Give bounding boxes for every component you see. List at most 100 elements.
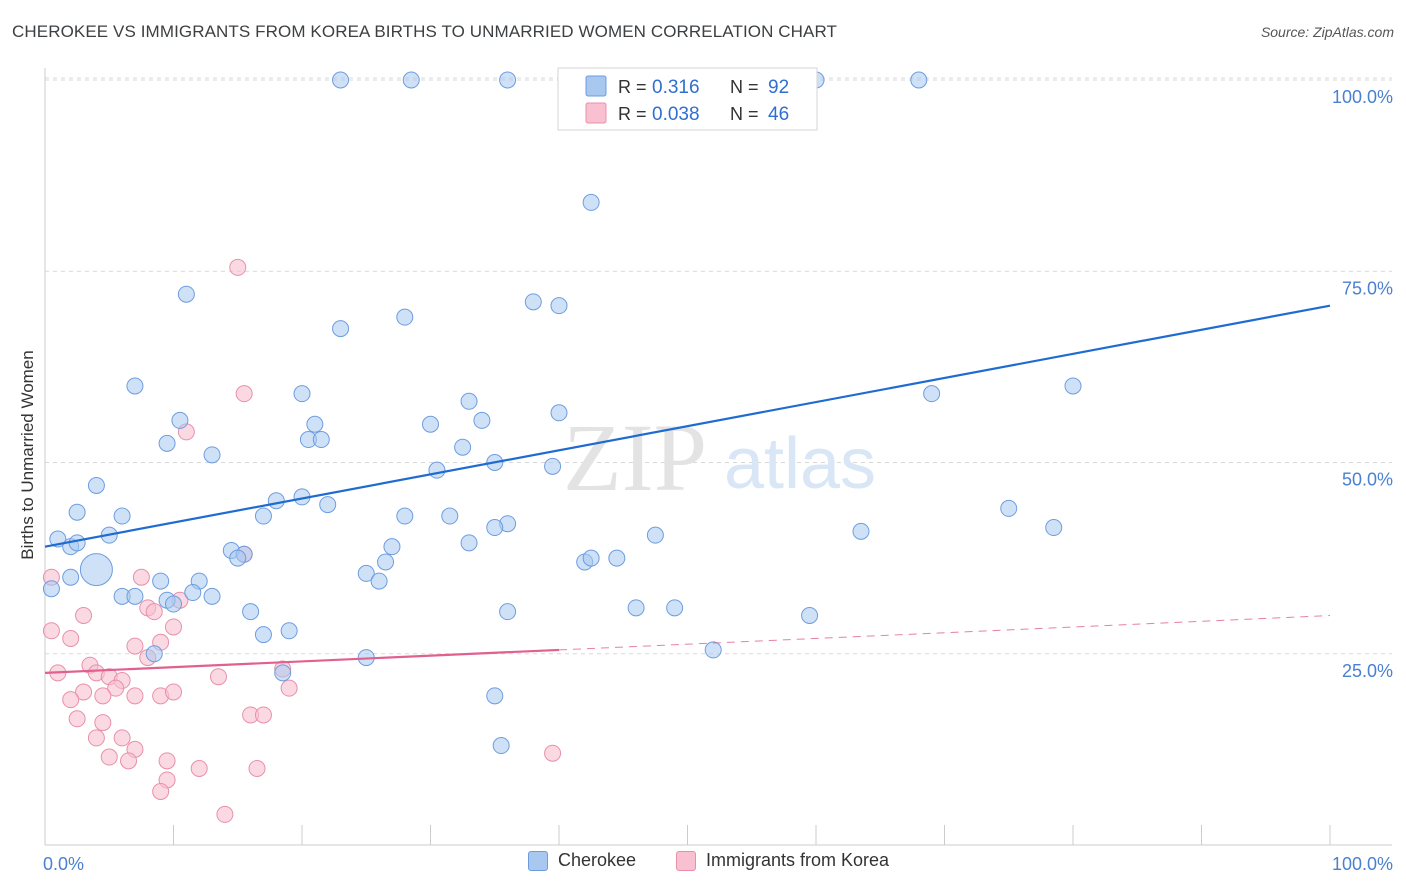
cherokee-point	[332, 320, 350, 338]
cherokee-point	[422, 415, 439, 433]
korea-point	[126, 687, 144, 705]
korea-point	[120, 752, 138, 770]
cherokee-point	[441, 507, 459, 525]
korea-point	[229, 258, 247, 276]
legend-bottom: Cherokee Immigrants from Korea	[0, 850, 1406, 880]
y-tick-label: 50.0%	[1342, 470, 1393, 490]
cherokee-point	[177, 285, 195, 303]
korea-point	[94, 687, 112, 705]
korea-point	[62, 629, 80, 647]
cherokee-point	[126, 377, 144, 395]
legend-korea-swatch	[585, 102, 607, 124]
korea-point	[280, 679, 298, 697]
cherokee-points	[42, 71, 1082, 755]
korea-point	[544, 744, 562, 762]
korea-point	[165, 618, 182, 636]
cherokee-point	[293, 385, 311, 403]
cherokee-point	[87, 476, 105, 494]
korea-trend-dashed	[558, 615, 1331, 651]
cherokee-point	[280, 622, 298, 640]
cherokee-point	[62, 568, 80, 586]
legend-cherokee-swatch	[585, 75, 607, 97]
cherokee-point	[582, 193, 600, 211]
korea-point	[254, 706, 272, 724]
cherokee-point	[852, 522, 870, 540]
legend-korea-r-label: R =	[618, 104, 647, 124]
cherokee-point	[383, 538, 401, 556]
cherokee-point	[550, 404, 568, 422]
cherokee-point	[473, 411, 491, 429]
cherokee-point	[1064, 377, 1082, 395]
trend-layer	[44, 304, 1331, 674]
cherokee-point	[608, 549, 626, 567]
korea-point	[113, 729, 131, 747]
cherokee-point	[242, 603, 260, 621]
korea-point	[216, 805, 234, 823]
cherokee-point	[646, 526, 664, 544]
cherokee-point	[184, 584, 202, 602]
cherokee-point	[486, 519, 504, 537]
cherokee-point	[203, 587, 221, 605]
source-label: Source: ZipAtlas.com	[1260, 24, 1394, 40]
legend-item-korea: Immigrants from Korea	[676, 850, 889, 871]
x-tick-label: 0.0%	[43, 854, 84, 874]
cherokee-point	[544, 457, 562, 475]
cherokee-point	[158, 434, 176, 452]
y-tick-label: 25.0%	[1342, 661, 1393, 681]
watermark: ZIP atlas	[563, 404, 876, 511]
cherokee-point	[666, 599, 684, 617]
watermark-zip: ZIP	[563, 404, 707, 511]
cherokee-point	[68, 503, 86, 521]
cherokee-point	[79, 553, 113, 587]
korea-point	[126, 637, 144, 655]
cherokee-point	[42, 580, 60, 598]
cherokee-point	[377, 553, 395, 571]
cherokee-point	[428, 461, 446, 479]
cherokee-point	[165, 595, 182, 613]
korea-point	[145, 603, 163, 621]
cherokee-point	[499, 71, 517, 89]
cherokee-point	[454, 438, 472, 456]
cherokee-point	[357, 564, 375, 582]
legend-top: R = 0.316 N = 92 R = 0.038 N = 46	[557, 67, 818, 131]
cherokee-point	[113, 507, 131, 525]
legend-cherokee-r-value: 0.316	[652, 77, 700, 98]
cherokee-point	[332, 71, 350, 89]
cherokee-point	[254, 626, 272, 644]
cherokee-point	[801, 607, 819, 624]
korea-point	[62, 691, 80, 709]
cherokee-point	[274, 664, 292, 682]
x-tick-label: 100.0%	[1332, 854, 1393, 874]
cherokee-point	[254, 507, 272, 525]
cherokee-point	[1000, 499, 1018, 517]
korea-trend-line	[44, 648, 560, 674]
cherokee-point	[704, 641, 722, 659]
cherokee-point	[396, 308, 414, 326]
korea-point	[75, 683, 93, 701]
legend-swatch-korea	[676, 850, 696, 871]
cherokee-point	[312, 431, 330, 449]
y-tick-label: 75.0%	[1342, 278, 1393, 298]
korea-point	[132, 568, 150, 586]
cherokee-point	[126, 587, 144, 605]
cherokee-point	[267, 492, 285, 510]
cherokee-point	[402, 71, 420, 89]
legend-cherokee-r-label: R =	[618, 77, 647, 97]
korea-points	[42, 258, 562, 823]
korea-point	[42, 622, 60, 640]
cherokee-point	[396, 507, 414, 525]
korea-point	[75, 607, 93, 624]
cherokee-point	[627, 599, 645, 617]
korea-point	[94, 714, 112, 732]
legend-cherokee-n-label: N =	[730, 77, 759, 97]
cherokee-point	[229, 549, 247, 567]
legend-cherokee-n-value: 92	[768, 77, 789, 98]
chart-title: CHEROKEE VS IMMIGRANTS FROM KOREA BIRTHS…	[12, 22, 838, 41]
korea-point	[190, 760, 208, 777]
korea-point	[158, 752, 176, 770]
legend-swatch-cherokee	[528, 850, 548, 871]
cherokee-point	[203, 446, 221, 464]
korea-point	[107, 679, 125, 697]
cherokee-point	[145, 645, 163, 663]
legend-korea-r-value: 0.038	[652, 104, 700, 125]
